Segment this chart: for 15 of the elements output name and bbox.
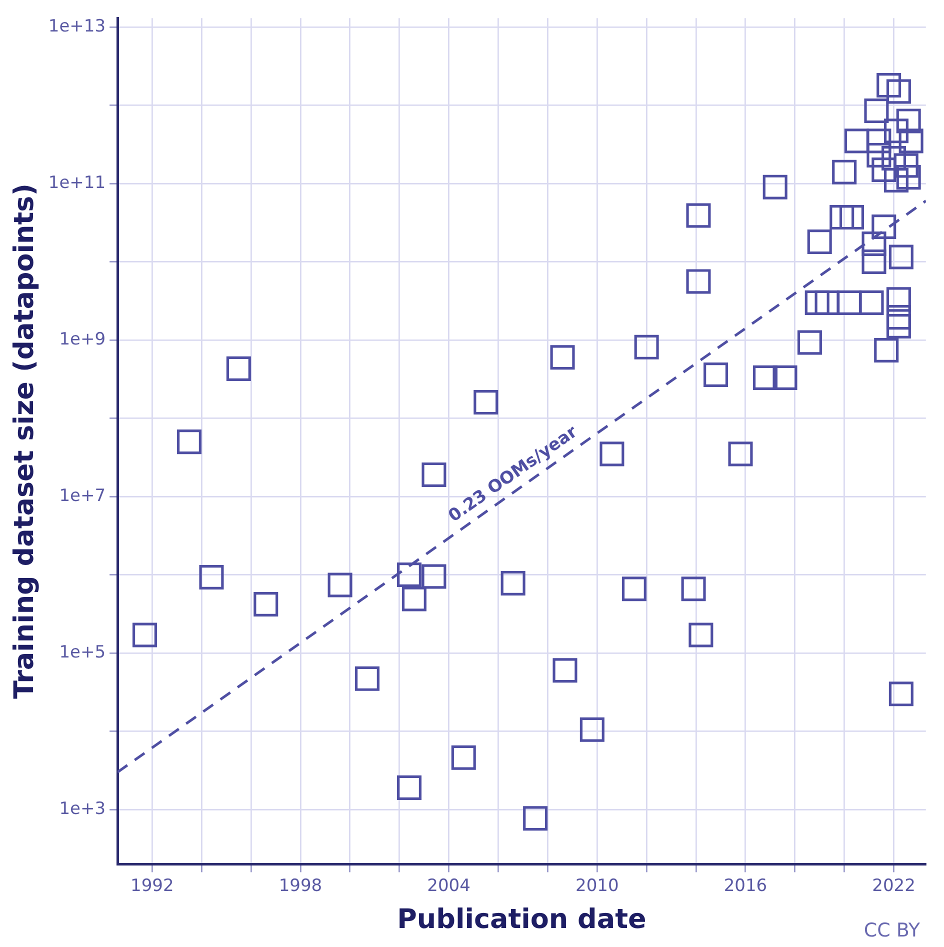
y-axis-title: Training dataset size (datapoints) xyxy=(9,183,40,699)
y-tick-label: 1e+13 xyxy=(48,16,106,36)
y-tick-label: 1e+11 xyxy=(48,172,106,193)
y-tick-label: 1e+3 xyxy=(59,798,106,819)
y-tick-label: 1e+9 xyxy=(59,329,106,350)
x-tick-label: 1992 xyxy=(130,876,174,896)
text: CC BY xyxy=(864,919,920,942)
y-tick-label: 1e+5 xyxy=(59,642,106,662)
x-tick-label: 1998 xyxy=(278,876,322,896)
y-tick-label: 1e+7 xyxy=(59,486,106,506)
x-tick-label: 2016 xyxy=(724,876,768,896)
x-tick-label: 2022 xyxy=(872,876,916,896)
x-axis-title: Publication date xyxy=(397,904,646,935)
x-tick-label: 2010 xyxy=(575,876,619,896)
x-tick-label: 2004 xyxy=(427,876,470,896)
